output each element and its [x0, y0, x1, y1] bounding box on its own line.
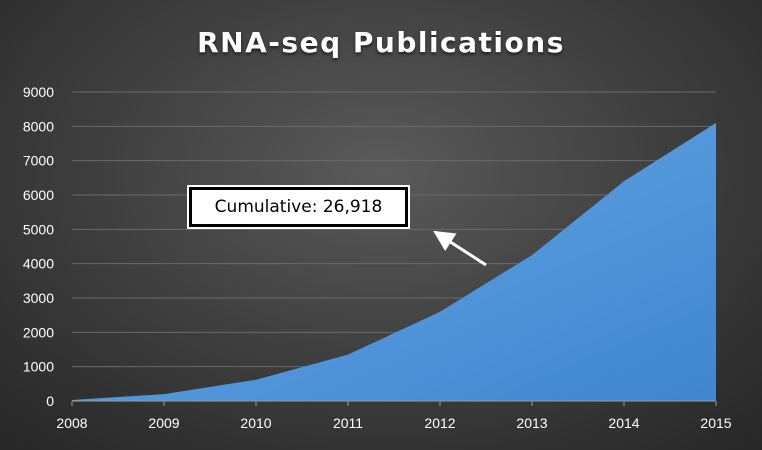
y-tick-label: 2000: [23, 324, 54, 340]
x-tick-label: 2008: [56, 415, 87, 431]
y-tick-label: 4000: [23, 256, 54, 272]
x-tick-labels: 2008 2009 2010 2011 2012 2013 2014 2015: [56, 415, 731, 431]
y-tick-label: 7000: [23, 153, 54, 169]
y-tick-label: 8000: [23, 118, 54, 134]
chart-title: RNA-seq Publications: [197, 26, 565, 59]
annotation-arrow: [433, 230, 487, 267]
axes: [71, 400, 717, 406]
x-tick-label: 2009: [148, 415, 179, 431]
series-area: [72, 122, 716, 402]
y-tick-label: 1000: [23, 359, 54, 375]
publications-area: [72, 122, 716, 402]
y-tick-labels: 0 1000 2000 3000 4000 5000 6000 7000 8000 9000: [23, 84, 54, 409]
x-tick-label: 2014: [608, 415, 639, 431]
x-tick-label: 2013: [516, 415, 547, 431]
y-tick-label: 3000: [23, 290, 54, 306]
annotation-callout: Cumulative: 26,918: [187, 185, 410, 229]
y-tick-label: 5000: [23, 221, 54, 237]
x-tick-label: 2015: [700, 415, 731, 431]
y-tick-label: 0: [46, 393, 54, 409]
y-tick-label: 9000: [23, 84, 54, 100]
x-tick-label: 2010: [240, 415, 271, 431]
y-tick-label: 6000: [23, 187, 54, 203]
x-tick-label: 2012: [424, 415, 455, 431]
annotation-text: Cumulative: 26,918: [214, 197, 383, 217]
x-tick-label: 2011: [333, 415, 363, 431]
